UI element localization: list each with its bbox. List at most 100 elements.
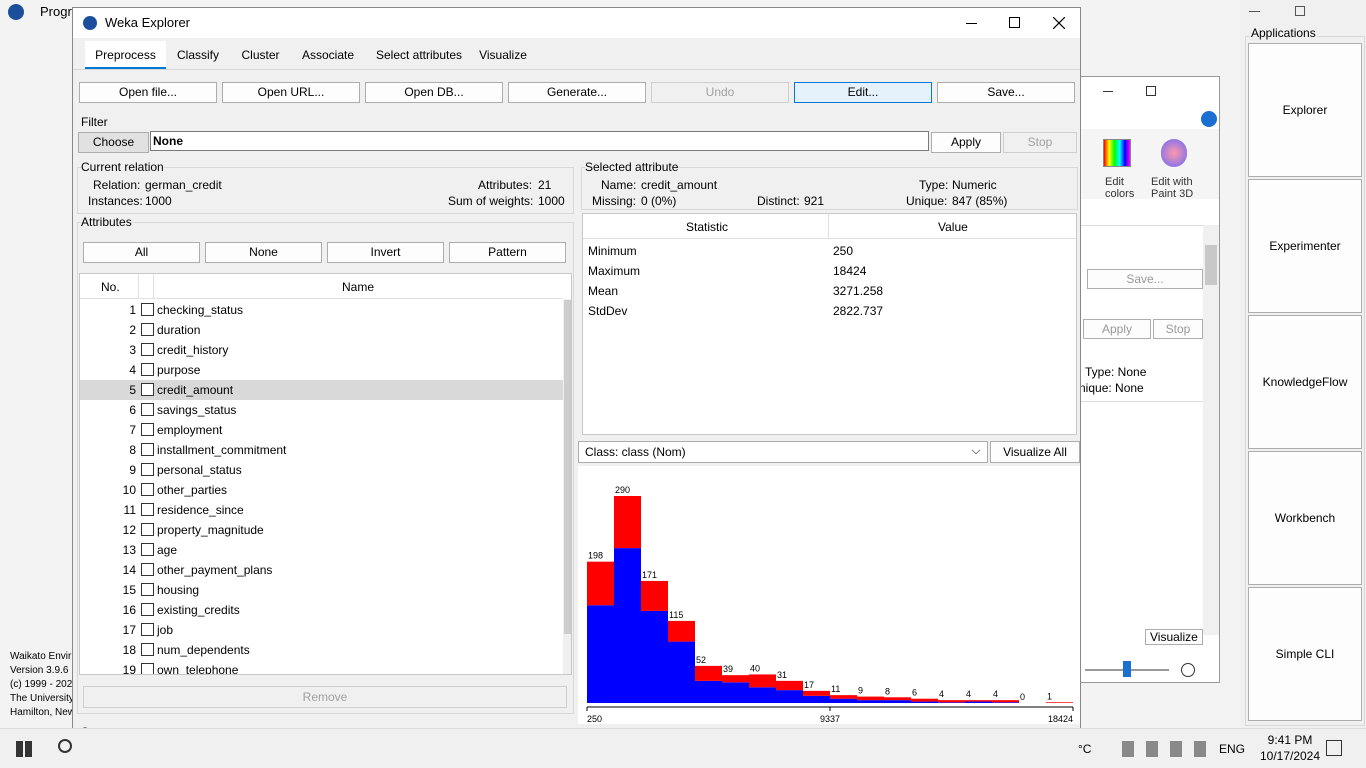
- attribute-row[interactable]: 9 personal_status: [80, 460, 563, 480]
- checkbox[interactable]: [141, 603, 154, 616]
- toolbar-button[interactable]: Generate...: [508, 82, 646, 103]
- attribute-row[interactable]: 19 own_telephone: [80, 660, 563, 674]
- attribute-row[interactable]: 7 employment: [80, 420, 563, 440]
- attribute-row[interactable]: 13 age: [80, 540, 563, 560]
- chooser-minimize: [1249, 11, 1260, 12]
- paint-divider: [1079, 225, 1203, 226]
- checkbox[interactable]: [141, 403, 154, 416]
- close-button[interactable]: [1053, 17, 1065, 29]
- checkbox[interactable]: [141, 343, 154, 356]
- attributes-value: 21: [538, 178, 552, 192]
- stop-button[interactable]: Stop: [1003, 132, 1077, 153]
- paint-save[interactable]: Save...: [1087, 269, 1203, 289]
- histogram-bar: [992, 700, 1019, 703]
- header-divider: [153, 274, 154, 299]
- checkbox[interactable]: [141, 363, 154, 376]
- attribute-row[interactable]: 17 job: [80, 620, 563, 640]
- toolbar-button[interactable]: Open file...: [79, 82, 217, 103]
- toolbar-button[interactable]: Undo: [651, 82, 789, 103]
- chooser-button[interactable]: KnowledgeFlow: [1248, 315, 1362, 449]
- checkbox[interactable]: [141, 563, 154, 576]
- histogram-bar: [722, 682, 749, 703]
- checkbox[interactable]: [141, 643, 154, 656]
- chooser-button[interactable]: Explorer: [1248, 43, 1362, 177]
- bar-count-label: 52: [696, 655, 706, 665]
- attribute-name: age: [157, 543, 178, 557]
- checkbox[interactable]: [141, 503, 154, 516]
- chooser-button[interactable]: Simple CLI: [1248, 587, 1362, 721]
- checkbox[interactable]: [141, 383, 154, 396]
- attribute-row[interactable]: 4 purpose: [80, 360, 563, 380]
- toolbar-button[interactable]: Edit...: [794, 82, 932, 103]
- checkbox[interactable]: [141, 623, 154, 636]
- histogram-bar: [857, 700, 884, 703]
- attribute-row[interactable]: 16 existing_credits: [80, 600, 563, 620]
- histogram-bar: [965, 701, 992, 703]
- attribute-row[interactable]: 11 residence_since: [80, 500, 563, 520]
- checkbox[interactable]: [141, 543, 154, 556]
- attribute-button[interactable]: Invert: [327, 242, 444, 263]
- attribute-row[interactable]: 15 housing: [80, 580, 563, 600]
- column-header: No.: [101, 280, 120, 294]
- toolbar-button[interactable]: Open DB...: [365, 82, 503, 103]
- paint-stop[interactable]: Stop: [1153, 319, 1203, 339]
- attribute-row[interactable]: 3 credit_history: [80, 340, 563, 360]
- checkbox[interactable]: [141, 483, 154, 496]
- visualize-all-button[interactable]: Visualize All: [990, 441, 1080, 463]
- remove-button[interactable]: Remove: [83, 686, 567, 708]
- filter-field[interactable]: None: [150, 131, 929, 151]
- attribute-name: savings_status: [157, 403, 237, 417]
- stat-name: StdDev: [588, 304, 628, 318]
- chooser-button[interactable]: Experimenter: [1248, 179, 1362, 313]
- chooser-button[interactable]: Workbench: [1248, 451, 1362, 585]
- checkbox[interactable]: [141, 323, 154, 336]
- attribute-button[interactable]: All: [83, 242, 200, 263]
- attribute-row[interactable]: 18 num_dependents: [80, 640, 563, 660]
- toolbar-button[interactable]: Save...: [937, 82, 1075, 103]
- search-icon[interactable]: [58, 739, 72, 753]
- attribute-row[interactable]: 6 savings_status: [80, 400, 563, 420]
- checkbox[interactable]: [141, 423, 154, 436]
- paint-apply[interactable]: Apply: [1083, 319, 1151, 339]
- tab[interactable]: Cluster: [241, 48, 280, 62]
- maximize-button[interactable]: [1009, 17, 1020, 28]
- notifications[interactable]: [1326, 740, 1342, 756]
- attribute-row[interactable]: 12 property_magnitude: [80, 520, 563, 540]
- row-number: 10: [122, 483, 136, 497]
- histogram-bar: [938, 700, 965, 703]
- column-header: Statistic: [686, 220, 729, 234]
- checkbox[interactable]: [141, 663, 154, 674]
- class-selector[interactable]: Class: class (Nom): [578, 441, 988, 463]
- selected-heading: Selected attribute: [585, 160, 679, 174]
- attribute-button[interactable]: Pattern: [449, 242, 566, 263]
- choose-button[interactable]: Choose: [78, 132, 149, 153]
- ribbon: [1079, 129, 1219, 199]
- start-button[interactable]: [16, 741, 32, 757]
- tab[interactable]: Select attributes: [375, 48, 463, 62]
- attribute-button[interactable]: None: [205, 242, 322, 263]
- attribute-row[interactable]: 1 checking_status: [80, 300, 563, 320]
- relation-value: german_credit: [145, 178, 222, 192]
- attribute-row[interactable]: 2 duration: [80, 320, 563, 340]
- tab[interactable]: Classify: [176, 48, 219, 62]
- attribute-row[interactable]: 5 credit_amount: [80, 380, 563, 400]
- paint-visualize[interactable]: Visualize: [1145, 629, 1203, 645]
- checkbox[interactable]: [141, 523, 154, 536]
- attribute-row[interactable]: 10 other_parties: [80, 480, 563, 500]
- tab[interactable]: Associate: [301, 48, 355, 62]
- checkbox[interactable]: [141, 443, 154, 456]
- checkbox[interactable]: [141, 303, 154, 316]
- minimize-button[interactable]: [966, 23, 977, 24]
- stats-table: Statistic Value Minimum 250 Maximum 18424 Mean…: [582, 213, 1077, 435]
- checkbox[interactable]: [141, 583, 154, 596]
- apply-button[interactable]: Apply: [931, 132, 1001, 153]
- tab[interactable]: Visualize: [479, 48, 527, 62]
- maximize-icon: [1146, 86, 1156, 96]
- tab[interactable]: Preprocess: [85, 41, 166, 69]
- checkbox[interactable]: [141, 463, 154, 476]
- attribute-row[interactable]: 14 other_payment_plans: [80, 560, 563, 580]
- toolbar-button[interactable]: Open URL...: [222, 82, 360, 103]
- attribute-row[interactable]: 8 installment_commitment: [80, 440, 563, 460]
- splash-line: Hamilton, New: [10, 707, 76, 718]
